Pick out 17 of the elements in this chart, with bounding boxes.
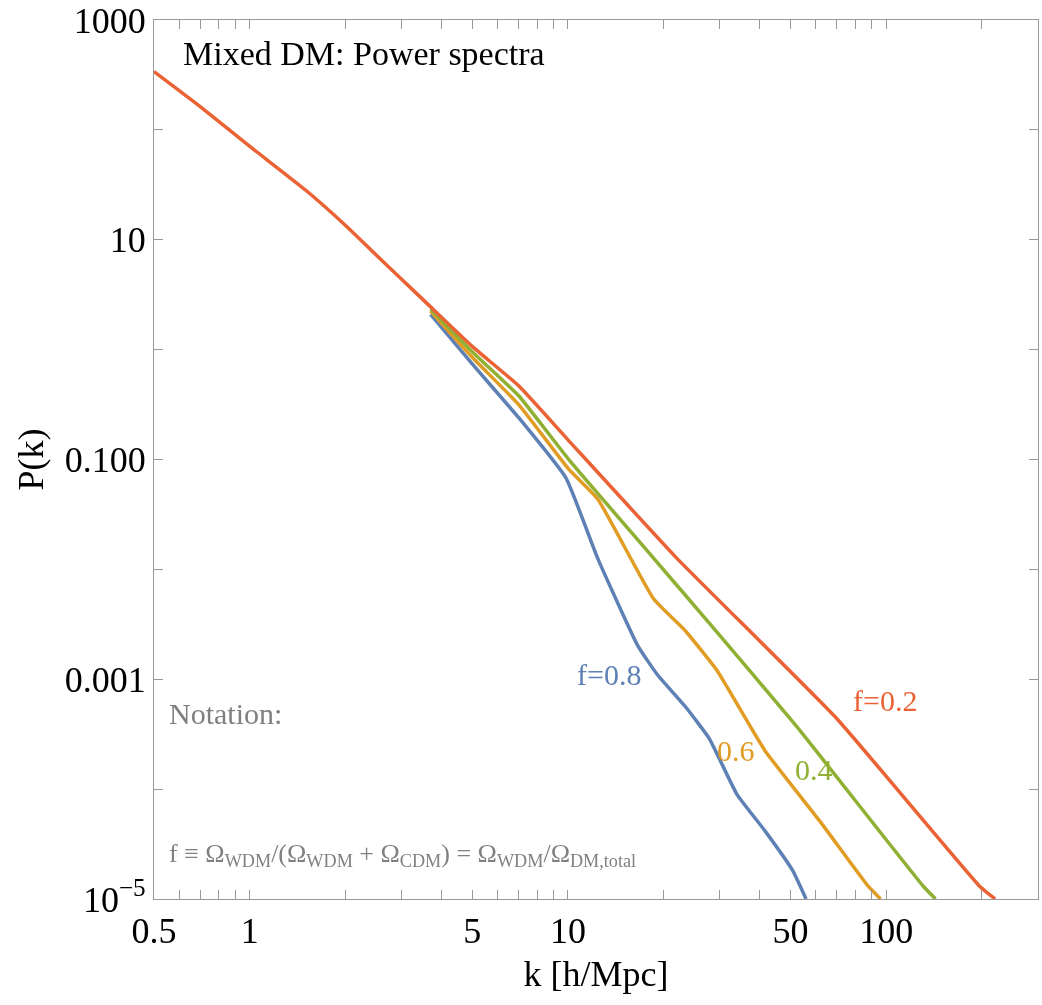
y-tick-label: 1000 [73, 0, 146, 41]
x-tick-label: 5 [463, 911, 482, 952]
y-tick-label: 0.001 [64, 659, 146, 700]
y-tick-label: 10 [109, 220, 146, 261]
text: f ≡ Ω$_{WDM}$/(Ω$_{WDM}$ + Ω$_{CDM}$) = Ω$_{WDM}$/Ω$_{DM,total}$ [169, 839, 637, 872]
x-tick-label: 10 [549, 911, 586, 952]
x-tick-label: 100 [859, 911, 914, 952]
chart-title: Mixed DM: Power spectra [183, 35, 545, 72]
series-label: f=0.8 [577, 658, 642, 691]
series-label: f=0.2 [853, 684, 918, 717]
x-axis-title: k [h/Mpc] [523, 954, 669, 994]
x-tick-label: 1 [240, 911, 259, 952]
y-axis-title: P(k) [10, 428, 51, 491]
y-tick-label: 0.100 [64, 440, 146, 481]
annotation: Notation: [169, 697, 283, 730]
series-label: 0.6 [717, 734, 755, 767]
x-tick-label: 50 [772, 911, 809, 952]
